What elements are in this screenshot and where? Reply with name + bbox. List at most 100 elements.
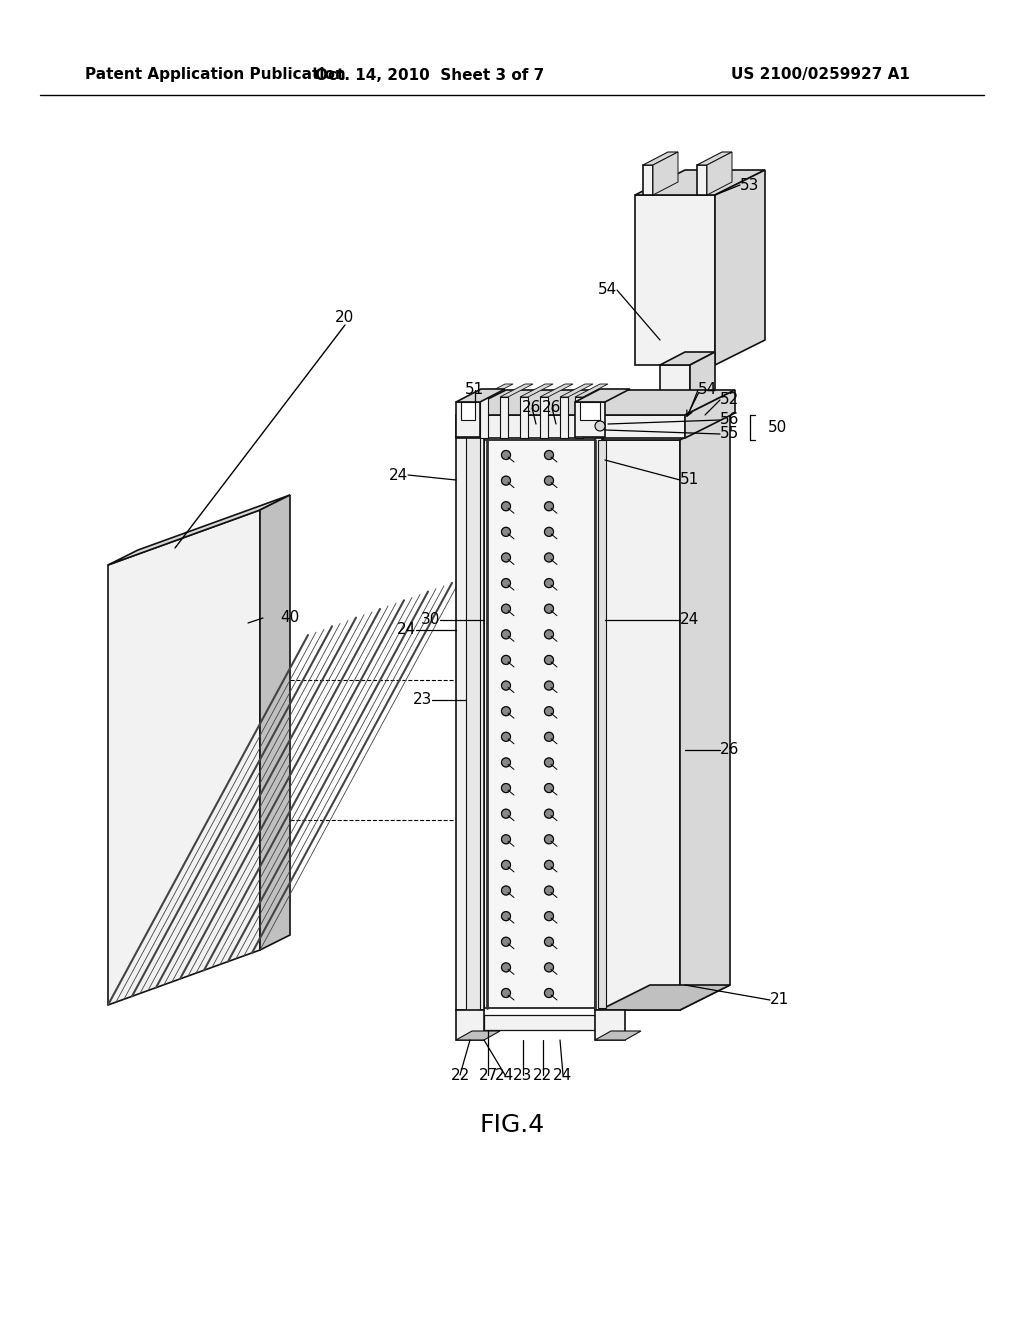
Polygon shape: [575, 397, 583, 438]
Circle shape: [545, 758, 554, 767]
Circle shape: [545, 962, 554, 972]
Text: 23: 23: [413, 693, 432, 708]
Circle shape: [545, 553, 554, 562]
Circle shape: [502, 962, 511, 972]
Polygon shape: [108, 495, 290, 565]
Circle shape: [502, 681, 511, 690]
Text: 24: 24: [396, 623, 416, 638]
Circle shape: [502, 733, 511, 742]
Polygon shape: [660, 366, 690, 420]
Polygon shape: [456, 403, 480, 437]
Circle shape: [545, 886, 554, 895]
Text: 24: 24: [389, 467, 408, 483]
Polygon shape: [598, 440, 606, 1008]
Circle shape: [502, 912, 511, 920]
Text: 21: 21: [770, 993, 790, 1007]
Circle shape: [502, 656, 511, 664]
Text: 50: 50: [768, 421, 787, 436]
Circle shape: [502, 553, 511, 562]
Text: 54: 54: [598, 282, 617, 297]
Polygon shape: [260, 495, 290, 950]
Circle shape: [545, 528, 554, 536]
Polygon shape: [635, 195, 715, 366]
Circle shape: [502, 886, 511, 895]
Text: Oct. 14, 2010  Sheet 3 of 7: Oct. 14, 2010 Sheet 3 of 7: [315, 67, 545, 82]
Circle shape: [545, 912, 554, 920]
Circle shape: [545, 477, 554, 486]
Text: Patent Application Publication: Patent Application Publication: [85, 67, 346, 82]
Text: 27: 27: [478, 1068, 498, 1082]
Polygon shape: [660, 352, 715, 366]
Circle shape: [545, 681, 554, 690]
Polygon shape: [575, 389, 630, 403]
Circle shape: [502, 502, 511, 511]
Text: FIG.4: FIG.4: [479, 1113, 545, 1137]
Polygon shape: [560, 384, 593, 397]
Polygon shape: [690, 352, 715, 420]
Polygon shape: [643, 165, 653, 195]
Polygon shape: [635, 170, 765, 195]
Polygon shape: [707, 152, 732, 195]
Circle shape: [595, 421, 605, 432]
Text: 55: 55: [720, 426, 739, 441]
Polygon shape: [456, 389, 505, 403]
Polygon shape: [461, 403, 475, 420]
Circle shape: [545, 502, 554, 511]
Polygon shape: [456, 437, 484, 1010]
Circle shape: [502, 477, 511, 486]
Text: 26: 26: [543, 400, 562, 416]
Polygon shape: [456, 1031, 500, 1040]
Polygon shape: [560, 397, 568, 438]
Polygon shape: [480, 384, 513, 397]
Circle shape: [502, 937, 511, 946]
Circle shape: [545, 809, 554, 818]
Polygon shape: [520, 397, 528, 438]
Polygon shape: [575, 384, 608, 397]
Circle shape: [502, 809, 511, 818]
Polygon shape: [108, 510, 260, 1005]
Text: 20: 20: [336, 310, 354, 326]
Polygon shape: [595, 1010, 625, 1040]
Circle shape: [545, 450, 554, 459]
Circle shape: [545, 989, 554, 998]
Polygon shape: [715, 170, 765, 366]
Text: 23: 23: [513, 1068, 532, 1082]
Text: 30: 30: [421, 612, 440, 627]
Polygon shape: [456, 1010, 484, 1040]
Circle shape: [545, 834, 554, 843]
Text: 24: 24: [553, 1068, 572, 1082]
Polygon shape: [500, 384, 534, 397]
Polygon shape: [480, 397, 488, 438]
Circle shape: [502, 630, 511, 639]
Polygon shape: [540, 397, 548, 438]
Circle shape: [545, 630, 554, 639]
Polygon shape: [456, 389, 735, 414]
Polygon shape: [456, 414, 685, 438]
Polygon shape: [456, 412, 534, 437]
Circle shape: [502, 605, 511, 614]
Circle shape: [502, 784, 511, 792]
Text: 24: 24: [680, 612, 699, 627]
Polygon shape: [697, 165, 707, 195]
Polygon shape: [697, 152, 732, 165]
Circle shape: [545, 706, 554, 715]
Text: 56: 56: [720, 412, 739, 428]
Polygon shape: [580, 403, 600, 420]
Text: 22: 22: [534, 1068, 553, 1082]
Text: 26: 26: [720, 742, 739, 758]
Text: US 2100/0259927 A1: US 2100/0259927 A1: [730, 67, 909, 82]
Text: 22: 22: [451, 1068, 470, 1082]
Circle shape: [545, 861, 554, 870]
Circle shape: [502, 989, 511, 998]
Polygon shape: [600, 440, 680, 1010]
Circle shape: [545, 578, 554, 587]
Polygon shape: [685, 389, 735, 438]
Circle shape: [502, 758, 511, 767]
Text: 24: 24: [496, 1068, 515, 1082]
Polygon shape: [595, 1031, 641, 1040]
Polygon shape: [653, 152, 678, 195]
Polygon shape: [600, 414, 730, 440]
Polygon shape: [484, 1015, 595, 1030]
Polygon shape: [466, 437, 480, 1010]
Circle shape: [545, 733, 554, 742]
